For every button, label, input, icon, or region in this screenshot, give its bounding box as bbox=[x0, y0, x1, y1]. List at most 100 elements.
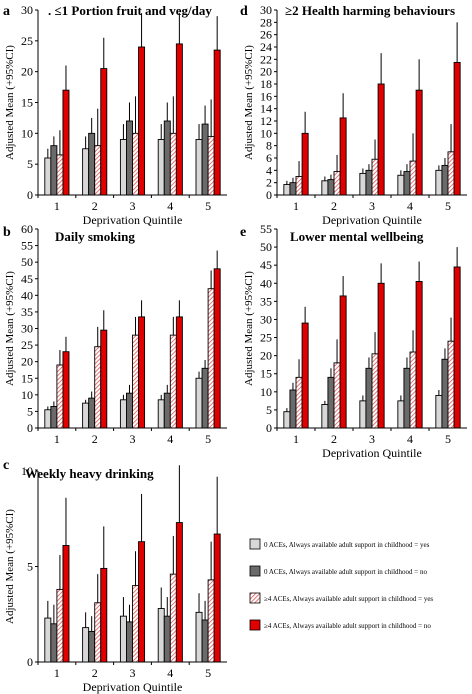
x-tick-label: 3 bbox=[369, 432, 375, 446]
y-tick-label: 50 bbox=[260, 240, 272, 254]
y-tick-label: 20 bbox=[260, 65, 272, 79]
bar bbox=[62, 351, 70, 429]
bar bbox=[163, 120, 171, 196]
bar bbox=[453, 61, 461, 196]
y-tick-label: 0 bbox=[266, 188, 272, 202]
x-tick-label: 2 bbox=[331, 199, 337, 213]
bar bbox=[397, 400, 405, 429]
legend-swatch-0 bbox=[249, 538, 261, 550]
y-tick-label: 5 bbox=[266, 403, 272, 417]
bar bbox=[157, 399, 165, 429]
x-tick-label: 4 bbox=[407, 432, 413, 446]
bar bbox=[157, 608, 165, 663]
x-tick-label: 1 bbox=[293, 432, 299, 446]
bar bbox=[283, 411, 291, 429]
bar bbox=[441, 358, 449, 429]
bar bbox=[359, 400, 367, 429]
x-axis-label: Deprivation Quintile bbox=[83, 680, 183, 694]
y-tick-label: 10 bbox=[260, 385, 272, 399]
bar bbox=[82, 627, 90, 663]
y-tick-label: 0 bbox=[27, 421, 33, 435]
y-tick-label: 28 bbox=[260, 15, 272, 29]
bar bbox=[169, 132, 177, 196]
bar bbox=[201, 123, 209, 196]
bar bbox=[377, 83, 385, 196]
y-tick-label: 20 bbox=[260, 349, 272, 363]
bar bbox=[126, 392, 133, 429]
y-tick-label: 14 bbox=[260, 102, 272, 116]
x-tick-label: 1 bbox=[54, 199, 60, 213]
bar bbox=[365, 169, 373, 196]
x-axis-label: Deprivation Quintile bbox=[83, 213, 183, 227]
y-tick-label: 2 bbox=[266, 176, 272, 190]
x-tick-label: 5 bbox=[445, 432, 451, 446]
y-tick-label: 8 bbox=[266, 139, 272, 153]
y-tick-label: 20 bbox=[21, 65, 33, 79]
bar bbox=[409, 351, 417, 429]
bar bbox=[132, 132, 139, 196]
bar bbox=[44, 617, 52, 663]
bar bbox=[50, 405, 58, 429]
bar bbox=[126, 120, 133, 196]
bar bbox=[327, 179, 335, 196]
bar bbox=[403, 367, 411, 429]
x-tick-label: 2 bbox=[92, 199, 98, 213]
panel-a: 0 5 10 15 20 25 30 1 2 3 4 5 . ≤1 Portion fruit and … bbox=[4, 3, 227, 227]
y-tick-label: 55 bbox=[21, 239, 33, 253]
bar bbox=[295, 376, 303, 429]
bar bbox=[207, 288, 215, 429]
bar bbox=[126, 621, 133, 663]
y-tick-label: 0 bbox=[27, 655, 33, 669]
x-tick-label: 2 bbox=[331, 432, 337, 446]
y-tick-label: 35 bbox=[260, 294, 272, 308]
bar bbox=[44, 409, 52, 429]
bar bbox=[138, 316, 146, 429]
x-tick-label: 4 bbox=[407, 199, 413, 213]
bar bbox=[339, 117, 347, 196]
y-tick-label: 10 bbox=[21, 388, 33, 402]
bar bbox=[295, 176, 303, 196]
y-tick-label: 5 bbox=[27, 560, 33, 574]
bar bbox=[195, 611, 203, 663]
y-tick-label: 55 bbox=[260, 222, 272, 236]
legend: 0 ACEs, Always available adult support i… bbox=[249, 538, 433, 631]
bar bbox=[132, 585, 139, 663]
y-tick-label: 15 bbox=[21, 371, 33, 385]
panel-letter-d: d bbox=[240, 4, 248, 19]
panel-c: 0 5 10 1 2 3 4 5 Weekly heavy drinking Deprivatio… bbox=[4, 464, 227, 694]
panel-letter-b: b bbox=[3, 225, 11, 240]
bar bbox=[415, 89, 423, 196]
bar bbox=[169, 573, 177, 663]
x-tick-label: 5 bbox=[445, 199, 451, 213]
bar bbox=[195, 139, 203, 196]
x-tick-label: 1 bbox=[54, 666, 60, 680]
bar bbox=[62, 545, 70, 663]
legend-label-2: ≥4 ACEs, Always available adult support … bbox=[264, 595, 433, 603]
y-tick-label: 12 bbox=[260, 114, 272, 128]
bar bbox=[163, 392, 171, 429]
bar bbox=[82, 402, 90, 429]
bar bbox=[213, 268, 221, 429]
x-tick-label: 3 bbox=[369, 199, 375, 213]
legend-swatch-3 bbox=[249, 619, 261, 631]
bar bbox=[100, 329, 108, 429]
bar bbox=[56, 588, 64, 663]
panel-letter-a: a bbox=[3, 4, 10, 19]
x-tick-label: 1 bbox=[293, 199, 299, 213]
bar bbox=[44, 157, 52, 196]
y-tick-label: 35 bbox=[21, 305, 33, 319]
bar bbox=[94, 602, 102, 663]
y-tick-label: 15 bbox=[21, 96, 33, 110]
y-tick-label: 25 bbox=[260, 331, 272, 345]
bar bbox=[453, 266, 461, 429]
bar bbox=[409, 160, 417, 196]
bar bbox=[88, 132, 96, 196]
bar bbox=[289, 389, 297, 429]
y-tick-label: 24 bbox=[260, 40, 272, 54]
legend-swatch-2 bbox=[249, 592, 261, 604]
y-tick-label: 30 bbox=[260, 312, 272, 326]
y-tick-label: 25 bbox=[21, 338, 33, 352]
x-axis-label: Deprivation Quintile bbox=[322, 213, 422, 227]
